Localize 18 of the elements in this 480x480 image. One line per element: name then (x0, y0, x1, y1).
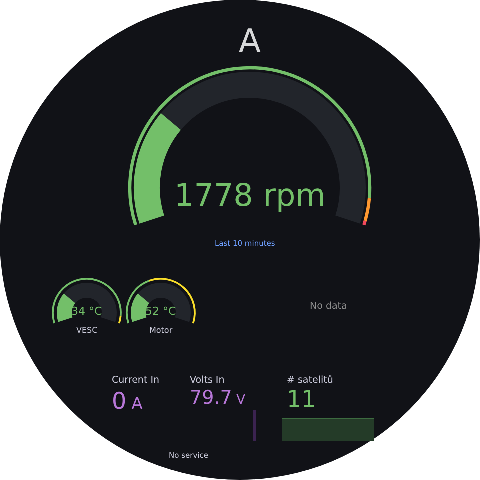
data-label: 34 (72, 305, 86, 318)
data-label: 0 (112, 389, 127, 415)
data-label: 52 (146, 305, 160, 318)
text: No data (310, 301, 348, 312)
data-label: 1778 (174, 178, 254, 214)
text: °C (88, 305, 102, 318)
text: Motor (150, 326, 173, 335)
text: rpm (262, 178, 326, 214)
text: VESC (76, 326, 98, 335)
text: V (236, 393, 246, 408)
text: Volts In (190, 375, 225, 386)
data-label: 11 (287, 387, 316, 413)
text: # satelitů (287, 375, 334, 386)
text: A (239, 22, 261, 60)
text: A (130, 394, 143, 413)
text: °C (162, 305, 176, 318)
text: Current In (112, 375, 160, 386)
data-label: 79.7 (190, 387, 232, 409)
